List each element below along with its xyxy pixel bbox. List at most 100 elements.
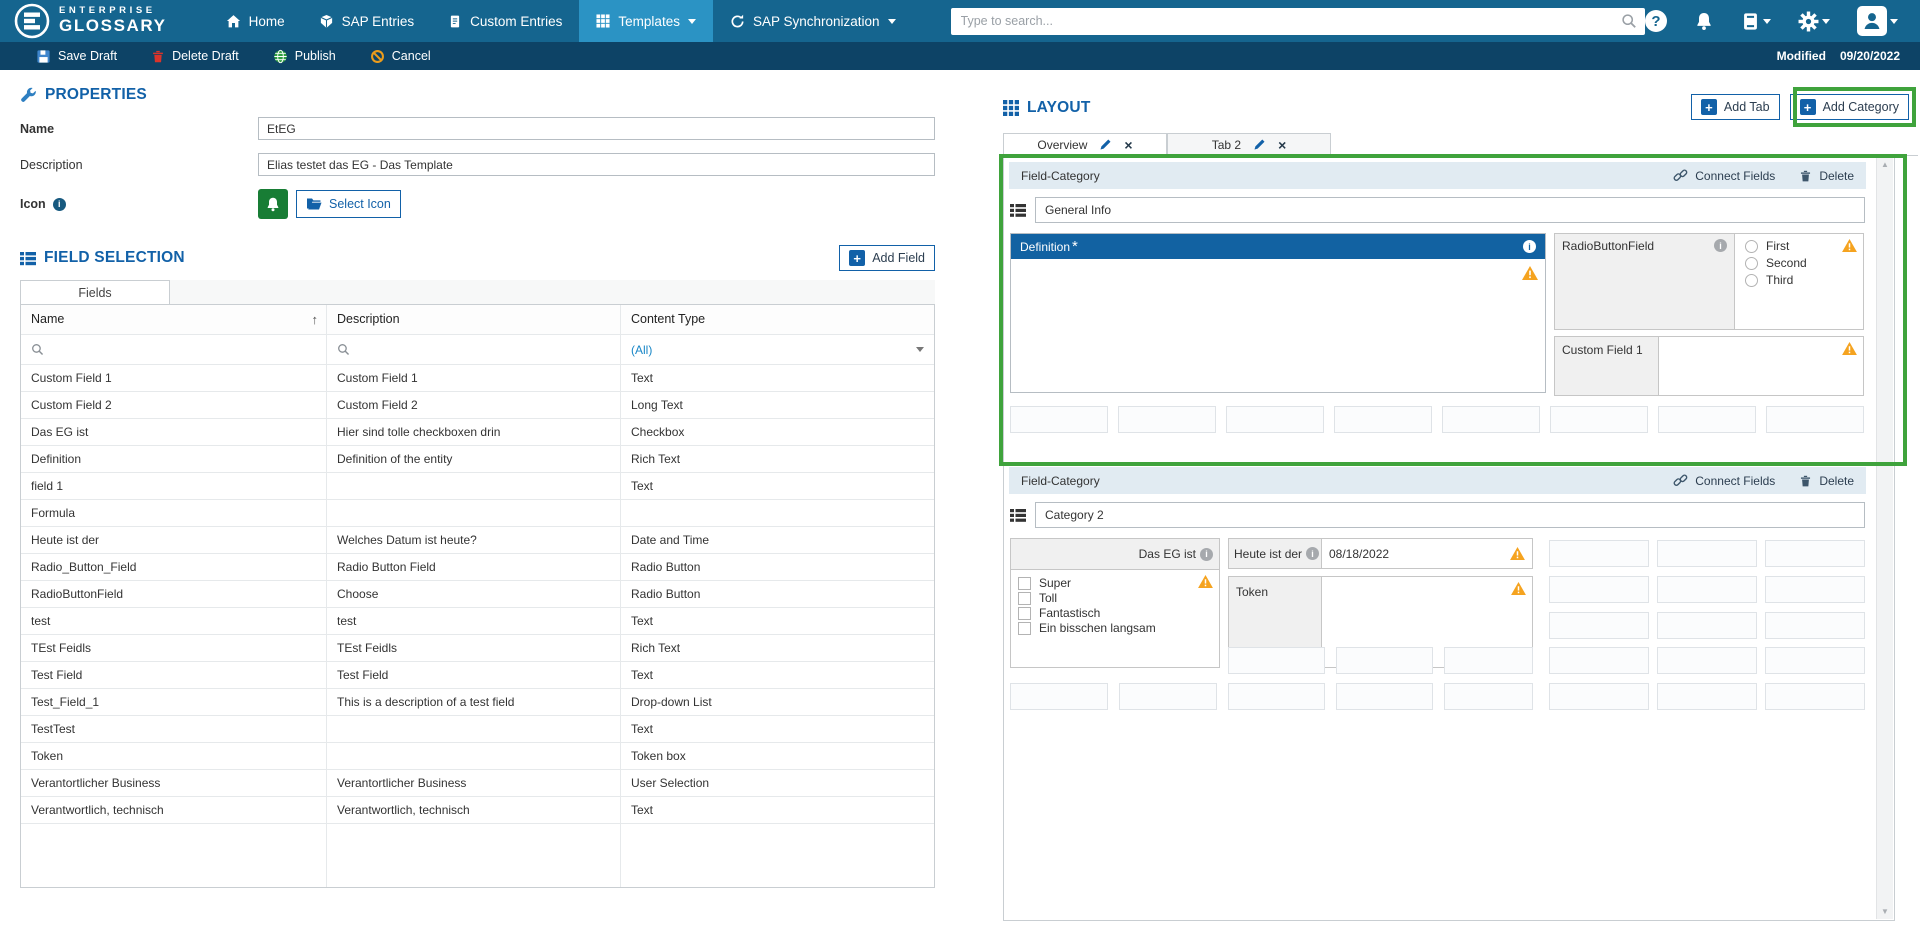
table-row[interactable]: TEst Feidls TEst Feidls Rich Text (21, 635, 934, 662)
definition-field[interactable]: Definition * i (1010, 233, 1546, 393)
table-row[interactable]: Test_Field_1 This is a description of a … (21, 689, 934, 716)
nav-item-home[interactable]: Home (209, 0, 302, 42)
empty-field-slot[interactable] (1010, 406, 1108, 433)
empty-field-slot[interactable] (1765, 612, 1865, 639)
drag-handle-icon[interactable] (1010, 203, 1026, 218)
save-draft-button[interactable]: Save Draft (36, 49, 117, 64)
empty-field-slot[interactable] (1765, 540, 1865, 567)
add-category-button[interactable]: + Add Category (1789, 94, 1909, 120)
empty-field-slot[interactable] (1444, 683, 1533, 710)
journal-menu-button[interactable] (1741, 11, 1771, 32)
empty-field-slot[interactable] (1226, 406, 1324, 433)
connect-fields-button[interactable]: Connect Fields (1673, 168, 1775, 183)
table-row[interactable]: Custom Field 2 Custom Field 2 Long Text (21, 392, 934, 419)
checkbox-option[interactable]: Super (1018, 576, 1212, 590)
nav-item-sap-synchronization[interactable]: SAP Synchronization (713, 0, 913, 42)
radio-icon[interactable] (1745, 239, 1758, 253)
radio-option[interactable]: Second (1745, 256, 1855, 270)
empty-field-slot[interactable] (1228, 683, 1325, 710)
layout-tab-overview[interactable]: Overview × (1003, 133, 1167, 155)
custom-field-1[interactable]: Custom Field 1 (1554, 336, 1864, 396)
help-button[interactable]: ? (1645, 10, 1667, 32)
nav-item-custom-entries[interactable]: Custom Entries (431, 0, 579, 42)
table-row[interactable]: Das EG ist Hier sind tolle checkboxen dr… (21, 419, 934, 446)
empty-field-slot[interactable] (1336, 647, 1433, 674)
delete-category-button[interactable]: Delete (1799, 169, 1854, 183)
add-tab-button[interactable]: + Add Tab (1690, 94, 1780, 120)
column-header-name[interactable]: Name ↑ (21, 305, 327, 335)
empty-field-slot[interactable] (1550, 406, 1648, 433)
close-icon[interactable]: × (1278, 136, 1287, 153)
nav-item-sap-entries[interactable]: SAP Entries (302, 0, 432, 42)
category-2-name-input[interactable] (1035, 502, 1865, 528)
table-row[interactable]: Verantwortlich, technisch Verantwortlich… (21, 797, 934, 824)
table-row[interactable]: Custom Field 1 Custom Field 1 Text (21, 365, 934, 392)
user-menu-button[interactable] (1857, 6, 1898, 36)
empty-field-slot[interactable] (1119, 683, 1217, 710)
checkbox-option[interactable]: Toll (1018, 591, 1212, 605)
sort-ascending-icon[interactable]: ↑ (311, 312, 319, 327)
checkbox-option[interactable]: Ein bisschen langsam (1018, 621, 1212, 635)
cancel-button[interactable]: Cancel (370, 49, 431, 64)
table-row[interactable]: Heute ist der Welches Datum ist heute? D… (21, 527, 934, 554)
checkbox-icon[interactable] (1018, 591, 1031, 605)
table-row[interactable]: Definition Definition of the entity Rich… (21, 446, 934, 473)
name-field[interactable] (258, 117, 935, 140)
empty-field-slot[interactable] (1010, 683, 1108, 710)
edit-pencil-icon[interactable] (1099, 138, 1112, 151)
empty-field-slot[interactable] (1549, 576, 1649, 603)
empty-field-slot[interactable] (1657, 683, 1757, 710)
radio-icon[interactable] (1745, 273, 1758, 287)
checkbox-icon[interactable] (1018, 621, 1031, 635)
empty-field-slot[interactable] (1442, 406, 1540, 433)
drag-handle-icon[interactable] (1010, 508, 1026, 523)
empty-field-slot[interactable] (1549, 540, 1649, 567)
empty-field-slot[interactable] (1549, 683, 1649, 710)
empty-field-slot[interactable] (1334, 406, 1432, 433)
search-icon[interactable] (1621, 13, 1637, 29)
delete-category-button[interactable]: Delete (1799, 474, 1854, 488)
table-row[interactable]: TestTest Text (21, 716, 934, 743)
empty-field-slot[interactable] (1765, 683, 1865, 710)
brand[interactable]: ENTERPRISE GLOSSARY (0, 0, 167, 42)
close-icon[interactable]: × (1124, 136, 1133, 153)
empty-field-slot[interactable] (1658, 406, 1756, 433)
empty-field-slot[interactable] (1118, 406, 1216, 433)
table-row[interactable]: Formula (21, 500, 934, 527)
empty-field-slot[interactable] (1765, 576, 1865, 603)
settings-menu-button[interactable] (1798, 11, 1830, 32)
radio-option[interactable]: Third (1745, 273, 1855, 287)
layout-tab-2[interactable]: Tab 2 × (1167, 133, 1331, 155)
category-1-name-input[interactable] (1035, 197, 1865, 223)
radio-button-field[interactable]: RadioButtonField i First Second (1554, 233, 1864, 330)
select-icon-button[interactable]: Select Icon (296, 190, 401, 218)
table-row[interactable]: Radio_Button_Field Radio Button Field Ra… (21, 554, 934, 581)
publish-button[interactable]: Publish (273, 49, 336, 64)
nav-item-templates[interactable]: Templates (579, 0, 713, 42)
connect-fields-button[interactable]: Connect Fields (1673, 473, 1775, 488)
table-row[interactable]: Verantortlicher Business Verantortlicher… (21, 770, 934, 797)
table-row[interactable]: RadioButtonField Choose Radio Button (21, 581, 934, 608)
empty-field-slot[interactable] (1765, 647, 1865, 674)
search-input[interactable] (950, 7, 1645, 35)
table-row[interactable]: field 1 Text (21, 473, 934, 500)
name-filter-input[interactable] (21, 335, 327, 365)
empty-field-slot[interactable] (1549, 612, 1649, 639)
notifications-button[interactable] (1694, 11, 1714, 32)
date-field[interactable]: Heute ist der i 08/18/2022 (1228, 538, 1533, 569)
empty-field-slot[interactable] (1657, 576, 1757, 603)
checkbox-icon[interactable] (1018, 576, 1031, 590)
checkbox-field[interactable]: Das EG ist i Super Toll (1010, 538, 1220, 668)
table-row[interactable]: Test Field Test Field Text (21, 662, 934, 689)
empty-field-slot[interactable] (1549, 647, 1649, 674)
table-row[interactable]: Token Token box (21, 743, 934, 770)
checkbox-icon[interactable] (1018, 606, 1031, 620)
empty-field-slot[interactable] (1657, 540, 1757, 567)
delete-draft-button[interactable]: Delete Draft (151, 49, 239, 64)
empty-field-slot[interactable] (1228, 647, 1325, 674)
edit-pencil-icon[interactable] (1253, 138, 1266, 151)
description-field[interactable] (258, 153, 935, 176)
vertical-scrollbar[interactable]: ▲ ▼ (1876, 157, 1893, 919)
radio-icon[interactable] (1745, 256, 1758, 270)
date-value[interactable]: 08/18/2022 (1329, 546, 1390, 561)
